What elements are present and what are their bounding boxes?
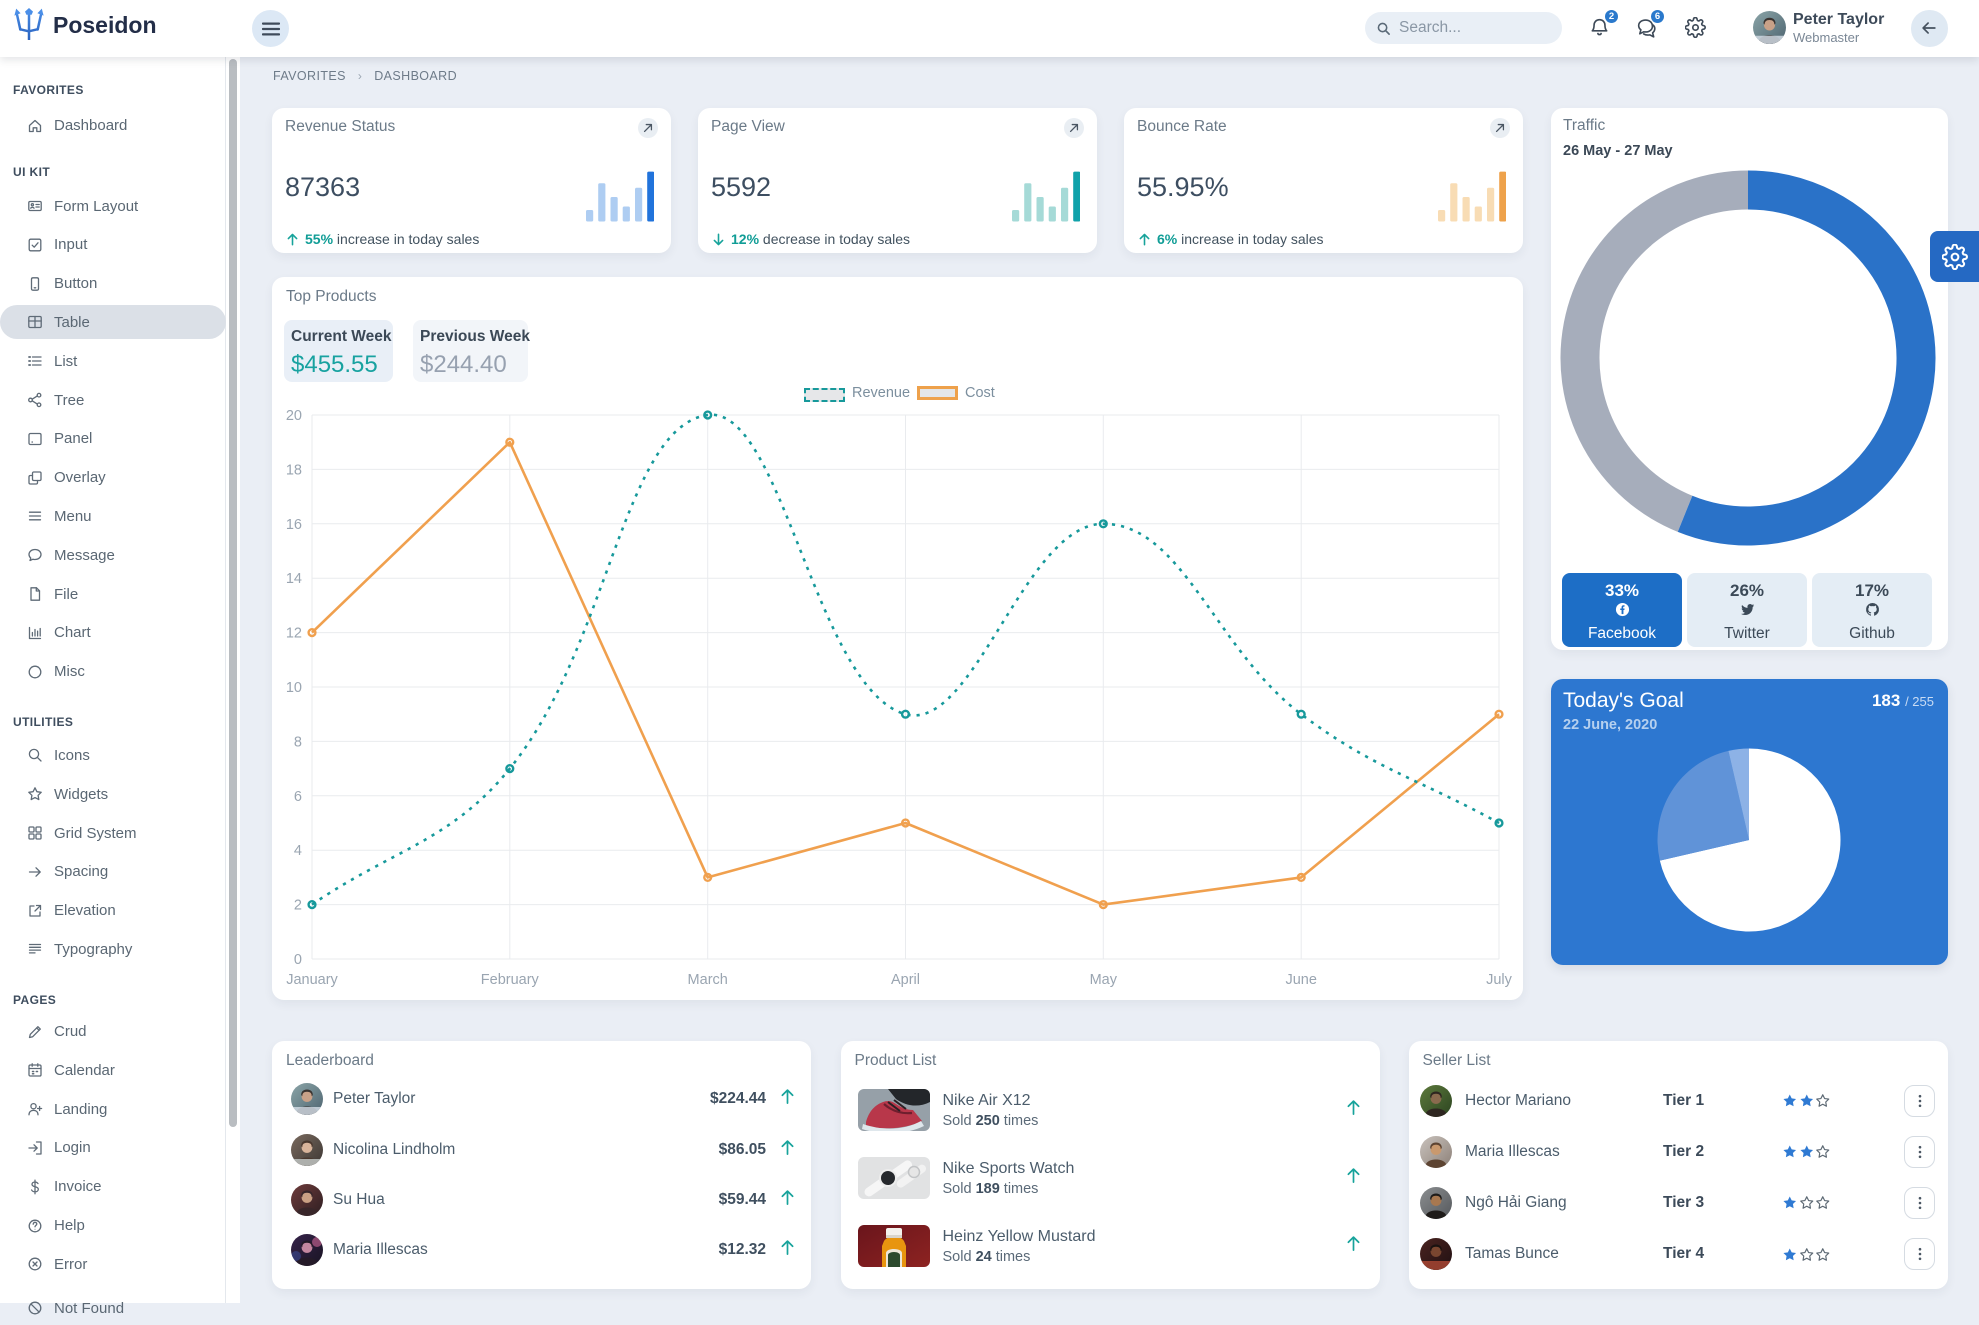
svg-text:February: February [481,972,540,988]
svg-text:8: 8 [294,734,302,750]
svg-text:0: 0 [294,952,302,968]
svg-text:16: 16 [286,517,302,533]
svg-text:18: 18 [286,462,302,478]
svg-text:June: June [1285,972,1316,988]
svg-text:6: 6 [294,789,302,805]
svg-text:2: 2 [294,898,302,914]
svg-text:July: July [1486,972,1513,988]
svg-text:20: 20 [286,408,302,424]
svg-text:April: April [891,972,920,988]
svg-text:4: 4 [294,843,302,859]
svg-text:May: May [1090,972,1118,988]
svg-text:March: March [688,972,728,988]
svg-text:January: January [286,972,338,988]
svg-text:14: 14 [286,571,302,587]
svg-text:10: 10 [286,680,302,696]
svg-text:12: 12 [286,626,302,642]
